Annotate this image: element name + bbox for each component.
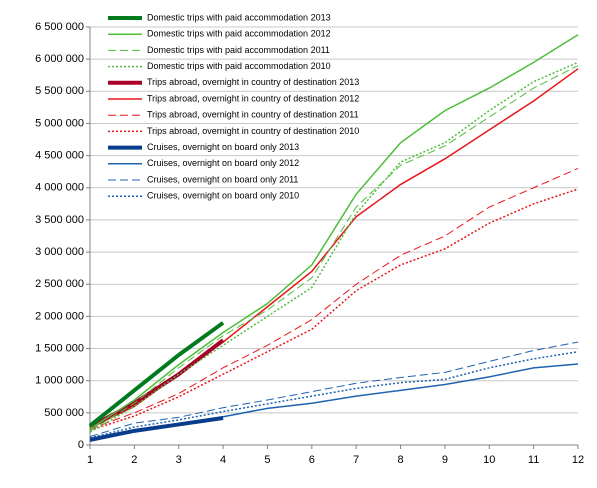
y-tick-label: 5 500 000: [35, 85, 84, 97]
legend-label: Domestic trips with paid accommodation 2…: [147, 61, 331, 71]
legend-label: Cruises, overnight on board only 2011: [147, 174, 298, 184]
x-tick-label: 11: [528, 454, 539, 466]
legend-label: Trips abroad, overnight in country of de…: [147, 93, 359, 103]
series-line: [89, 341, 579, 438]
x-tick-label: 2: [131, 454, 137, 466]
y-tick-label: 2 000 000: [35, 310, 84, 322]
y-tick-label: 6 500 000: [35, 21, 84, 33]
series-line: [89, 416, 224, 442]
x-tick-label: 10: [483, 454, 495, 466]
x-tick-label: 7: [353, 454, 359, 466]
x-tick-label: 12: [572, 454, 584, 466]
series-line: [89, 168, 579, 430]
y-tick-label: 2 500 000: [35, 278, 84, 290]
x-tick-label: 3: [176, 454, 182, 466]
y-tick-label: 3 000 000: [35, 246, 84, 258]
legend-label: Trips abroad, overnight in country of de…: [147, 77, 359, 87]
series-line: [89, 351, 579, 439]
series-line: [89, 65, 579, 432]
legend-label: Cruises, overnight on board only 2013: [147, 142, 299, 152]
x-tick-label: 9: [442, 454, 448, 466]
legend-label: Trips abroad, overnight in country of de…: [147, 110, 359, 120]
legend-label: Domestic trips with paid accommodation 2…: [147, 12, 331, 22]
series-line: [88, 321, 225, 428]
x-tick-label: 8: [397, 454, 403, 466]
y-tick-label: 5 000 000: [35, 117, 84, 129]
x-tick-label: 5: [264, 454, 270, 466]
series-line: [89, 61, 579, 433]
y-tick-label: 1 500 000: [35, 342, 84, 354]
y-tick-label: 3 500 000: [35, 214, 84, 226]
series-line: [89, 338, 225, 429]
legend-label: Domestic trips with paid accommodation 2…: [147, 29, 331, 39]
y-tick-label: 500 000: [44, 407, 84, 419]
legend-label: Trips abroad, overnight in country of de…: [147, 126, 359, 136]
y-tick-label: 0: [78, 439, 84, 451]
legend-label: Domestic trips with paid accommodation 2…: [147, 45, 330, 55]
series-line: [89, 188, 579, 431]
x-tick-label: 1: [87, 454, 93, 466]
x-tick-label: 6: [309, 454, 315, 466]
x-tick-label: 4: [220, 454, 226, 466]
legend-label: Cruises, overnight on board only 2010: [147, 191, 299, 201]
legend-label: Cruises, overnight on board only 2012: [147, 158, 299, 168]
y-tick-label: 4 000 000: [35, 182, 84, 194]
y-tick-label: 4 500 000: [35, 150, 84, 162]
y-tick-label: 6 000 000: [35, 53, 84, 65]
y-tick-label: 1 000 000: [35, 375, 84, 387]
series-line: [89, 34, 579, 430]
